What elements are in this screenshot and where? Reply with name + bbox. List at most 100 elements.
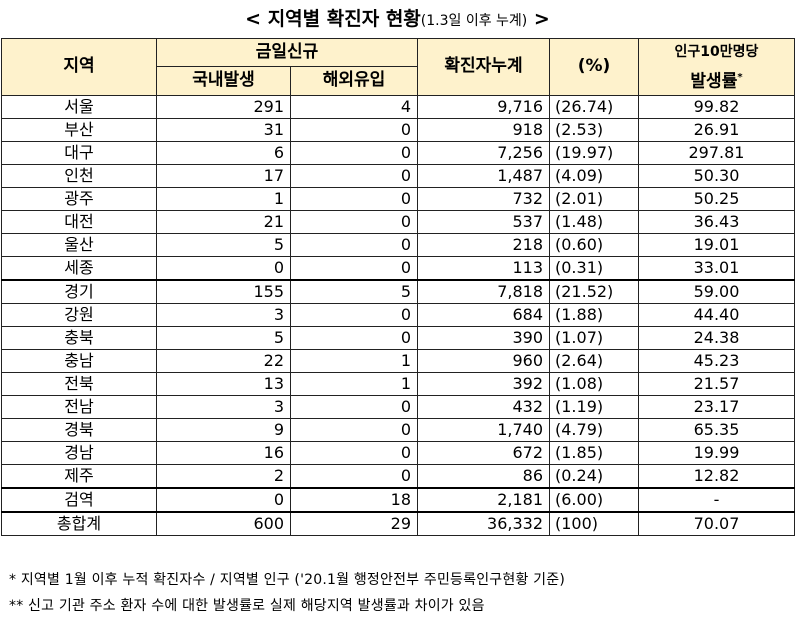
table-row: 경북 9 0 1,740 (4.79) 65.35: [1, 417, 795, 442]
table-row: 충남 22 1 960 (2.64) 45.23: [1, 348, 795, 373]
table-row: 서울 291 4 9,716 (26.74) 99.82: [1, 94, 795, 119]
cumulative-cell: 392: [417, 371, 550, 396]
cumulative-cell: 7,256: [417, 140, 550, 165]
rate-cell: 19.99: [638, 440, 795, 465]
rate-cell: 23.17: [638, 394, 795, 419]
domestic-cell: 17: [156, 163, 291, 188]
overseas-cell: 0: [290, 163, 418, 188]
percent-cell: (2.64): [549, 348, 639, 373]
table-row: 제주 2 0 86 (0.24) 12.82: [1, 463, 795, 489]
header-domestic: 국내발생: [156, 66, 291, 96]
region-cell: 대전: [1, 209, 157, 234]
footnotes: * 지역별 1월 이후 누적 확진자수 / 지역별 인구 ('20.1월 행정안…: [9, 567, 565, 619]
rate-cell: 50.30: [638, 163, 795, 188]
percent-cell: (1.85): [549, 440, 639, 465]
table-row: 세종 0 0 113 (0.31) 33.01: [1, 255, 795, 281]
percent-cell: (1.08): [549, 371, 639, 396]
region-cell: 경남: [1, 440, 157, 465]
domestic-cell: 5: [156, 325, 291, 350]
cumulative-cell: 684: [417, 302, 550, 327]
overseas-cell: 0: [290, 232, 418, 257]
rate-cell: 70.07: [638, 510, 795, 536]
domestic-cell: 21: [156, 209, 291, 234]
region-cell: 제주: [1, 463, 157, 489]
title-main: < 지역별 확진자 현황: [245, 8, 421, 30]
header-cumulative: 확진자누계: [417, 38, 550, 96]
domestic-cell: 6: [156, 140, 291, 165]
header-rate-mark: *: [737, 72, 743, 83]
footnote-2: ** 신고 기관 주소 환자 수에 대한 발생률로 실제 해당지역 발생률과 차…: [9, 598, 485, 614]
percent-cell: (1.19): [549, 394, 639, 419]
rate-cell: -: [638, 486, 795, 513]
overseas-cell: 4: [290, 94, 418, 119]
overseas-cell: 0: [290, 440, 418, 465]
percent-cell: (1.07): [549, 325, 639, 350]
cumulative-cell: 432: [417, 394, 550, 419]
rate-cell: 59.00: [638, 278, 795, 304]
table-row: 울산 5 0 218 (0.60) 19.01: [1, 232, 795, 257]
overseas-cell: 0: [290, 209, 418, 234]
domestic-cell: 3: [156, 302, 291, 327]
overseas-cell: 0: [290, 463, 418, 489]
title-end: >: [527, 8, 550, 30]
regional-cases-table: 지역 금일신규 확진자누계 (%) 인구10만명당 발생률* 국내발생 해외유입…: [1, 37, 795, 536]
percent-cell: (26.74): [549, 94, 639, 119]
cumulative-cell: 1,487: [417, 163, 550, 188]
cumulative-cell: 672: [417, 440, 550, 465]
rate-cell: 24.38: [638, 325, 795, 350]
table-row: 검역 0 18 2,181 (6.00) -: [1, 486, 795, 513]
region-cell: 충북: [1, 325, 157, 350]
percent-cell: (21.52): [549, 278, 639, 304]
cumulative-cell: 1,740: [417, 417, 550, 442]
region-cell: 울산: [1, 232, 157, 257]
region-cell: 경기: [1, 278, 157, 304]
overseas-cell: 5: [290, 278, 418, 304]
domestic-cell: 16: [156, 440, 291, 465]
region-cell: 강원: [1, 302, 157, 327]
percent-cell: (2.01): [549, 186, 639, 211]
cumulative-cell: 390: [417, 325, 550, 350]
cumulative-cell: 9,716: [417, 94, 550, 119]
overseas-cell: 0: [290, 417, 418, 442]
region-cell: 인천: [1, 163, 157, 188]
rate-cell: 99.82: [638, 94, 795, 119]
region-cell: 충남: [1, 348, 157, 373]
table-row: 충북 5 0 390 (1.07) 24.38: [1, 325, 795, 350]
footnote-1: * 지역별 1월 이후 누적 확진자수 / 지역별 인구 ('20.1월 행정안…: [9, 572, 566, 588]
domestic-cell: 600: [156, 510, 291, 536]
cumulative-cell: 2,181: [417, 486, 550, 513]
cumulative-cell: 537: [417, 209, 550, 234]
overseas-cell: 0: [290, 255, 418, 281]
region-cell: 부산: [1, 117, 157, 142]
percent-cell: (0.24): [549, 463, 639, 489]
rate-cell: 21.57: [638, 371, 795, 396]
domestic-cell: 22: [156, 348, 291, 373]
percent-cell: (19.97): [549, 140, 639, 165]
region-cell: 세종: [1, 255, 157, 281]
cumulative-cell: 7,818: [417, 278, 550, 304]
domestic-cell: 5: [156, 232, 291, 257]
domestic-cell: 13: [156, 371, 291, 396]
domestic-cell: 0: [156, 255, 291, 281]
table-row: 경남 16 0 672 (1.85) 19.99: [1, 440, 795, 465]
rate-cell: 33.01: [638, 255, 795, 281]
domestic-cell: 291: [156, 94, 291, 119]
overseas-cell: 0: [290, 302, 418, 327]
header-rate: 인구10만명당 발생률*: [638, 38, 795, 96]
overseas-cell: 1: [290, 348, 418, 373]
table-row: 인천 17 0 1,487 (4.09) 50.30: [1, 163, 795, 188]
overseas-cell: 18: [290, 486, 418, 513]
cumulative-cell: 86: [417, 463, 550, 489]
rate-cell: 65.35: [638, 417, 795, 442]
overseas-cell: 0: [290, 140, 418, 165]
rate-cell: 44.40: [638, 302, 795, 327]
header-rate-line1: 인구10만명당: [674, 44, 759, 60]
percent-cell: (1.48): [549, 209, 639, 234]
region-cell: 대구: [1, 140, 157, 165]
rate-cell: 12.82: [638, 463, 795, 489]
cumulative-cell: 918: [417, 117, 550, 142]
table-row: 전남 3 0 432 (1.19) 23.17: [1, 394, 795, 419]
region-cell: 서울: [1, 94, 157, 119]
overseas-cell: 1: [290, 371, 418, 396]
table-row: 부산 31 0 918 (2.53) 26.91: [1, 117, 795, 142]
